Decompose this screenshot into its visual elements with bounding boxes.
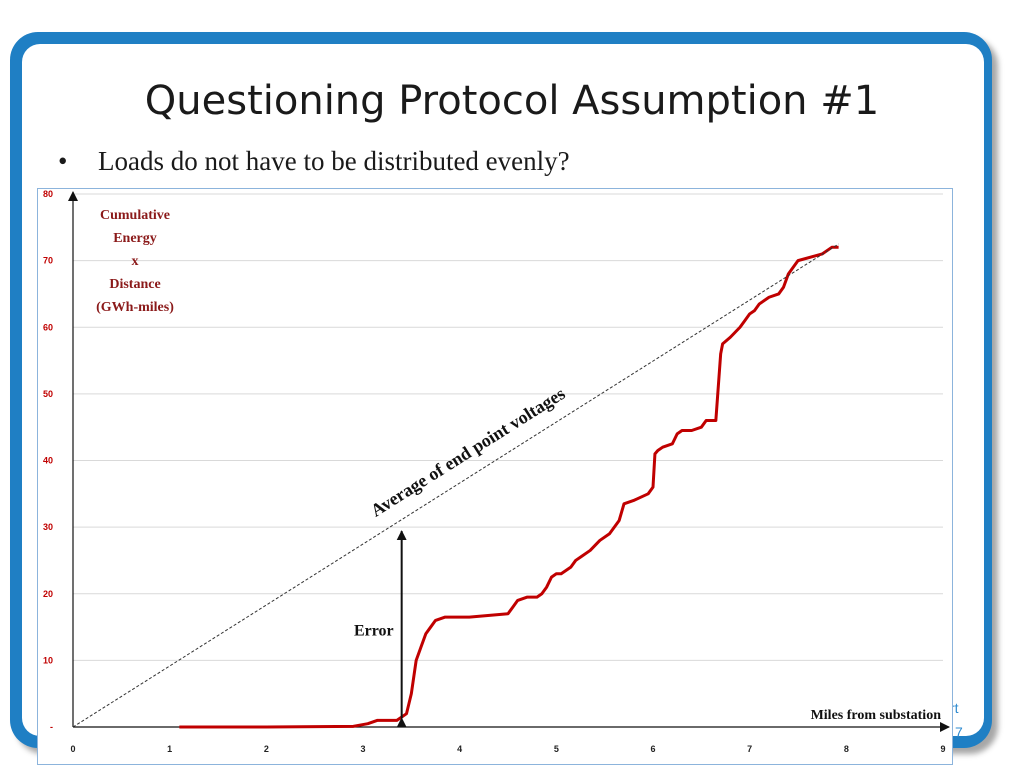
x-tick-label: 0 xyxy=(70,744,75,754)
y-axis-label-line: Cumulative xyxy=(100,208,170,223)
y-tick-label: 70 xyxy=(43,256,53,266)
y-axis-label-line: x xyxy=(132,254,139,269)
bullet-text: Loads do not have to be distributed even… xyxy=(98,146,570,176)
x-axis-label: Miles from substation xyxy=(811,708,942,723)
slide-title: Questioning Protocol Assumption #1 xyxy=(144,78,880,124)
y-tick-label: 60 xyxy=(43,322,53,332)
footer-fragment-page: 7 xyxy=(955,724,963,740)
error-label: Error xyxy=(354,623,394,640)
x-tick-label: 1 xyxy=(167,744,172,754)
y-axis-label: Cumulative Energy x Distance (GWh-miles) xyxy=(96,208,174,315)
bullet-item: • Loads do not have to be distributed eve… xyxy=(58,146,570,177)
x-tick-label: 2 xyxy=(264,744,269,754)
y-axis-label-line: Distance xyxy=(109,277,160,292)
bullet-dot: • xyxy=(58,146,68,176)
y-tick-label: 10 xyxy=(43,655,53,665)
y-axis-label-line: Energy xyxy=(113,231,157,246)
x-tick-label: 8 xyxy=(844,744,849,754)
y-tick-label: 50 xyxy=(43,389,53,399)
x-tick-label: 9 xyxy=(940,744,945,754)
x-tick-label: 4 xyxy=(457,744,462,754)
cumulative-curve xyxy=(179,245,839,729)
y-axis-label-line: (GWh-miles) xyxy=(96,300,174,315)
y-tick-label: 40 xyxy=(43,456,53,466)
footer-fragment: rt xyxy=(950,700,959,716)
y-tick-label: - xyxy=(50,722,53,732)
y-tick-label: 20 xyxy=(43,589,53,599)
average-line-label: Average of end point voltages xyxy=(367,383,569,520)
x-tick-label: 5 xyxy=(554,744,559,754)
x-tick-label: 6 xyxy=(650,744,655,754)
x-tick-label: 3 xyxy=(360,744,365,754)
y-tick-label: 30 xyxy=(43,522,53,532)
chart-container: - 10 20 30 40 50 60 70 80 0 1 2 3 4 5 6 7 8 9 Cumulative Ene… xyxy=(37,188,953,765)
energy-distance-chart: - 10 20 30 40 50 60 70 80 0 1 2 3 4 5 6 7 8 9 Cumulative Ene… xyxy=(43,189,950,754)
x-tick-label: 7 xyxy=(747,744,752,754)
average-line xyxy=(72,243,839,728)
y-tick-label: 80 xyxy=(43,189,53,199)
